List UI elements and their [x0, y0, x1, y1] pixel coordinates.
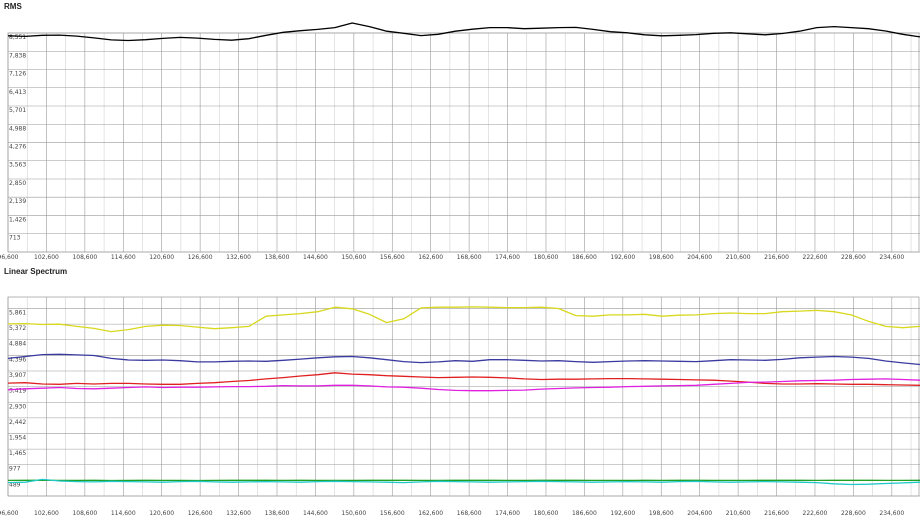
x-tick-label: 186,600 [572, 254, 597, 261]
x-tick-label: 234,600 [879, 254, 904, 261]
y-tick-label: 7,126 [9, 70, 26, 77]
x-tick-label: 174,600 [495, 510, 520, 517]
x-tick-label: 210,600 [726, 510, 751, 517]
y-tick-label: 489 [9, 481, 21, 488]
x-tick-label: 120,600 [149, 510, 174, 517]
y-tick-label: 1,465 [9, 450, 26, 457]
y-tick-label: 4,988 [9, 125, 26, 132]
x-tick-label: 174,600 [495, 254, 520, 261]
x-tick-label: 222,600 [803, 510, 828, 517]
y-tick-label: 3,563 [9, 162, 26, 169]
series-line [7, 306, 920, 333]
series-line [7, 22, 920, 42]
x-tick-label: 198,600 [649, 510, 674, 517]
y-tick-label: 2,442 [9, 419, 26, 426]
x-tick-label: 162,600 [418, 510, 443, 517]
x-tick-label: 144,600 [303, 254, 328, 261]
y-tick-label: 3,419 [9, 388, 26, 395]
x-tick-label: 216,600 [764, 254, 789, 261]
x-tick-label: 102,600 [34, 510, 59, 517]
x-tick-label: 228,600 [841, 510, 866, 517]
y-tick-label: 2,850 [9, 180, 26, 187]
y-tick-label: 2,930 [9, 403, 26, 410]
series-line [7, 478, 920, 486]
x-tick-label: 150,600 [341, 510, 366, 517]
y-tick-label: 4,884 [9, 341, 26, 348]
x-tick-label: 156,600 [380, 254, 405, 261]
x-tick-label: 228,600 [841, 254, 866, 261]
x-tick-label: 126,600 [188, 254, 213, 261]
spectrum-title: Linear Spectrum [4, 267, 68, 276]
x-tick-label: 210,600 [726, 254, 751, 261]
y-tick-label: 5,372 [9, 325, 26, 332]
series-line [7, 372, 920, 386]
x-tick-label: 234,600 [879, 510, 904, 517]
series-line [7, 353, 920, 366]
y-tick-label: 2,139 [9, 198, 26, 205]
y-tick-label: 3,907 [9, 372, 26, 379]
x-tick-label: 96,600 [0, 510, 19, 517]
y-tick-label: 977 [9, 466, 21, 473]
rms-title: RMS [4, 2, 22, 11]
x-tick-label: 138,600 [265, 254, 290, 261]
x-tick-label: 156,600 [380, 510, 405, 517]
x-tick-label: 168,600 [457, 254, 482, 261]
x-tick-label: 222,600 [803, 254, 828, 261]
x-tick-label: 180,600 [534, 510, 559, 517]
x-tick-label: 204,600 [687, 254, 712, 261]
x-tick-label: 216,600 [764, 510, 789, 517]
x-tick-label: 126,600 [188, 510, 213, 517]
x-tick-label: 162,600 [418, 254, 443, 261]
y-tick-label: 5,861 [9, 309, 26, 316]
y-tick-label: 1,426 [9, 216, 26, 223]
x-tick-label: 132,600 [226, 510, 251, 517]
x-tick-label: 198,600 [649, 254, 674, 261]
y-tick-label: 4,276 [9, 143, 26, 150]
x-tick-label: 180,600 [534, 254, 559, 261]
x-tick-label: 186,600 [572, 510, 597, 517]
series-line [7, 378, 920, 392]
x-tick-label: 102,600 [34, 254, 59, 261]
y-tick-label: 5,701 [9, 107, 26, 114]
x-tick-label: 204,600 [687, 510, 712, 517]
x-tick-label: 120,600 [149, 254, 174, 261]
y-tick-label: 4,396 [9, 356, 26, 363]
y-tick-label: 8,551 [9, 34, 26, 41]
x-tick-label: 192,600 [610, 254, 635, 261]
y-tick-label: 6,413 [9, 89, 26, 96]
rms-panel: RMS [4, 2, 22, 11]
x-tick-label: 114,600 [111, 254, 136, 261]
x-tick-label: 144,600 [303, 510, 328, 517]
x-tick-label: 192,600 [610, 510, 635, 517]
x-tick-label: 96,600 [0, 254, 19, 261]
x-tick-label: 150,600 [341, 254, 366, 261]
x-tick-label: 114,600 [111, 510, 136, 517]
x-tick-label: 108,600 [72, 254, 97, 261]
spectrum-panel: Linear Spectrum [0, 262, 920, 517]
x-tick-label: 138,600 [265, 510, 290, 517]
x-tick-label: 168,600 [457, 510, 482, 517]
y-tick-label: 1,954 [9, 434, 26, 441]
x-tick-label: 132,600 [226, 254, 251, 261]
y-tick-label: 713 [9, 235, 21, 242]
x-tick-label: 108,600 [72, 510, 97, 517]
y-tick-label: 7,838 [9, 52, 26, 59]
